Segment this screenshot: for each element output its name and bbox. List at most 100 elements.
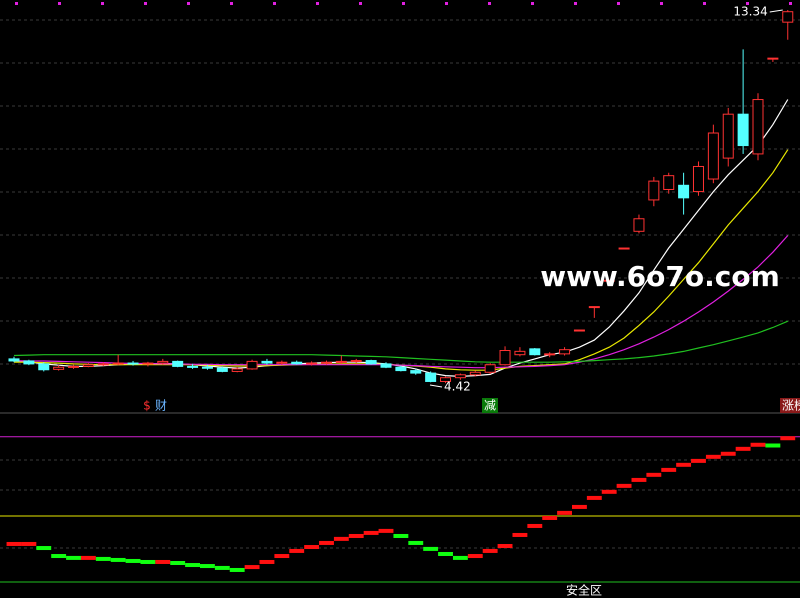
dot bbox=[789, 2, 792, 5]
candle-body bbox=[618, 247, 630, 250]
candle-body bbox=[291, 361, 303, 365]
step bbox=[586, 495, 602, 500]
candle-body bbox=[82, 364, 94, 367]
candle-body bbox=[261, 360, 273, 364]
candle-body bbox=[157, 360, 169, 364]
high-label: 13.34 bbox=[733, 5, 767, 19]
top-dots bbox=[15, 2, 792, 5]
candle-body bbox=[395, 366, 407, 372]
candle-body bbox=[306, 362, 318, 365]
candle-body bbox=[782, 11, 794, 23]
candle-body bbox=[440, 377, 452, 382]
zone-label: 安全区 bbox=[566, 583, 602, 598]
step bbox=[646, 472, 662, 477]
step bbox=[780, 436, 796, 441]
step bbox=[601, 489, 617, 494]
candle-body bbox=[365, 360, 377, 365]
candle-body bbox=[499, 350, 511, 366]
step bbox=[676, 462, 692, 467]
signal: 财 bbox=[155, 399, 167, 413]
candle-body bbox=[454, 374, 466, 379]
candle-body bbox=[469, 371, 481, 376]
candle-body bbox=[231, 368, 243, 372]
dot bbox=[273, 2, 276, 5]
step bbox=[170, 560, 186, 565]
step bbox=[244, 565, 260, 570]
step bbox=[393, 533, 409, 538]
step bbox=[631, 477, 647, 482]
dot bbox=[144, 2, 147, 5]
signal: 涨榜 bbox=[782, 398, 800, 413]
step bbox=[735, 446, 751, 451]
candle-body bbox=[514, 350, 526, 356]
step bbox=[274, 554, 290, 559]
candle-body bbox=[68, 365, 80, 368]
step bbox=[200, 564, 215, 569]
candle-body bbox=[335, 360, 347, 363]
dot bbox=[703, 2, 706, 5]
dot bbox=[402, 2, 405, 5]
step bbox=[363, 530, 379, 535]
candle-body bbox=[142, 362, 154, 365]
step bbox=[572, 504, 587, 509]
step bbox=[467, 554, 483, 559]
signal-bg bbox=[780, 398, 800, 413]
step bbox=[140, 559, 156, 564]
candle-body bbox=[127, 362, 139, 365]
ma-line bbox=[13, 320, 789, 363]
candle-body bbox=[38, 363, 50, 371]
dot bbox=[15, 2, 18, 5]
step bbox=[319, 540, 334, 545]
dot bbox=[574, 2, 577, 5]
low-label: 4.42 bbox=[444, 380, 471, 394]
candle-body bbox=[8, 358, 20, 362]
low-arrow bbox=[429, 384, 443, 388]
dot bbox=[746, 2, 749, 5]
candle-body bbox=[246, 360, 258, 370]
dot bbox=[617, 2, 620, 5]
candle-body bbox=[484, 364, 496, 373]
signal: $ bbox=[143, 399, 151, 413]
step bbox=[438, 551, 453, 556]
dot bbox=[488, 2, 491, 5]
watermark: www.6o7o.com bbox=[540, 260, 780, 293]
ma-line bbox=[13, 235, 789, 369]
step bbox=[155, 559, 171, 564]
dot bbox=[531, 2, 534, 5]
candle-body bbox=[320, 361, 332, 364]
step bbox=[66, 555, 81, 560]
step bbox=[51, 554, 67, 559]
step bbox=[36, 546, 52, 551]
step bbox=[750, 442, 766, 447]
signal-bg bbox=[482, 398, 498, 413]
step bbox=[512, 532, 528, 537]
candle-body bbox=[187, 365, 199, 368]
step bbox=[125, 558, 141, 563]
candle-body bbox=[678, 184, 690, 199]
candle-body bbox=[97, 363, 109, 366]
dot bbox=[101, 2, 104, 5]
candle-body bbox=[633, 218, 645, 232]
step bbox=[691, 458, 706, 463]
candle-body bbox=[737, 113, 749, 147]
dot bbox=[660, 2, 663, 5]
candle-body bbox=[216, 367, 228, 372]
step bbox=[333, 536, 349, 541]
ma-line bbox=[13, 99, 789, 378]
candle-body bbox=[559, 349, 571, 355]
step bbox=[110, 557, 126, 562]
step bbox=[6, 541, 22, 546]
dot bbox=[230, 2, 233, 5]
candle-body bbox=[692, 165, 704, 193]
candle-body bbox=[23, 360, 35, 365]
step bbox=[185, 563, 200, 568]
step bbox=[661, 467, 677, 472]
candle-body bbox=[350, 360, 362, 363]
dot bbox=[187, 2, 190, 5]
candle-body bbox=[752, 99, 764, 155]
candle-body bbox=[722, 113, 734, 159]
step bbox=[616, 483, 632, 488]
step bbox=[229, 567, 245, 572]
